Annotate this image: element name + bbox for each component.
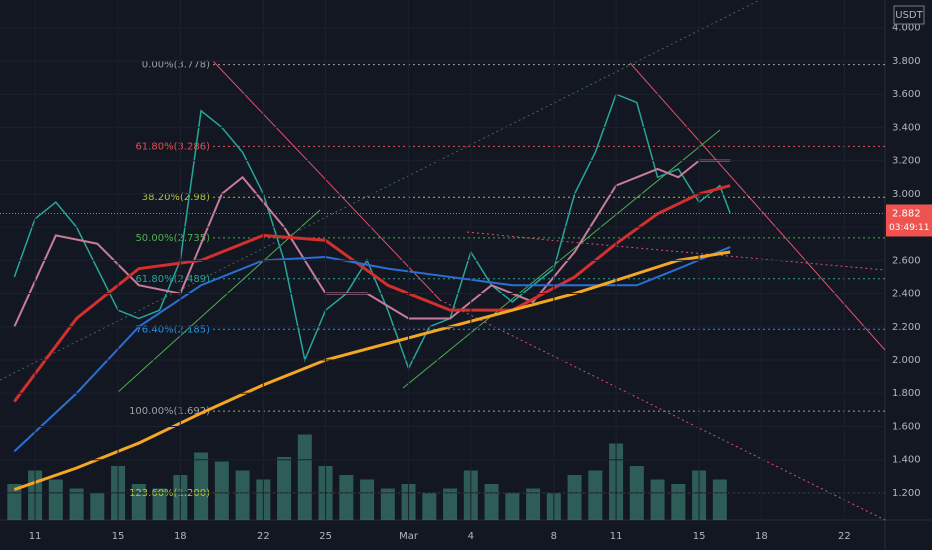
y-tick-label: 3.400 bbox=[892, 122, 921, 133]
x-tick-label: 18 bbox=[755, 531, 768, 542]
volume-bar bbox=[505, 493, 520, 520]
last-price-box bbox=[886, 204, 932, 237]
y-tick-label: 4.000 bbox=[892, 23, 921, 34]
volume-bar bbox=[443, 488, 458, 520]
volume-bar bbox=[69, 488, 84, 520]
fib-label: 100.00%(1.692) bbox=[129, 406, 210, 417]
countdown: 03:49:11 bbox=[889, 223, 929, 233]
last-price: 2.882 bbox=[892, 208, 921, 219]
volume-bar bbox=[360, 479, 375, 520]
fib-label: 61.80%(3.286) bbox=[135, 141, 210, 152]
x-tick-label: 8 bbox=[551, 531, 557, 542]
volume-bar bbox=[90, 493, 105, 520]
volume-bar bbox=[235, 470, 250, 520]
volume-bar bbox=[380, 488, 395, 520]
y-tick-label: 3.600 bbox=[892, 89, 921, 100]
x-tick-label: 22 bbox=[257, 531, 270, 542]
fib-label: 50.00%(2.735) bbox=[135, 233, 210, 244]
y-tick-label: 1.600 bbox=[892, 421, 921, 432]
x-tick-label: 18 bbox=[174, 531, 187, 542]
x-tick-label: 15 bbox=[693, 531, 706, 542]
volume-bar bbox=[650, 479, 665, 520]
volume-bar bbox=[712, 479, 727, 520]
y-tick-label: 1.200 bbox=[892, 488, 921, 499]
y-tick-label: 3.200 bbox=[892, 156, 921, 167]
y-tick-label: 3.800 bbox=[892, 56, 921, 67]
y-tick-label: 2.200 bbox=[892, 322, 921, 333]
volume-bar bbox=[277, 457, 292, 520]
volume-bar bbox=[152, 488, 167, 520]
fib-label: 38.20%(2.98) bbox=[142, 192, 210, 203]
currency: USDT bbox=[895, 10, 923, 21]
volume-bar bbox=[526, 488, 541, 520]
fib-label: 76.40%(2.185) bbox=[135, 324, 210, 335]
x-tick-label: 15 bbox=[112, 531, 125, 542]
volume-bar bbox=[588, 470, 603, 520]
y-tick-label: 1.400 bbox=[892, 455, 921, 466]
y-tick-label: 1.800 bbox=[892, 388, 921, 399]
y-tick-label: 2.000 bbox=[892, 355, 921, 366]
y-tick-label: 2.600 bbox=[892, 255, 921, 266]
volume-bar bbox=[484, 484, 499, 520]
volume-bar bbox=[297, 434, 312, 520]
x-tick-label: 11 bbox=[29, 531, 42, 542]
fib-label: 0.00%(3.778) bbox=[142, 60, 210, 71]
trend-line bbox=[0, 0, 761, 381]
volume-bar bbox=[567, 475, 582, 520]
y-tick-label: 2.400 bbox=[892, 289, 921, 300]
volume-bar bbox=[339, 475, 354, 520]
x-tick-label: 25 bbox=[319, 531, 332, 542]
volume-bar bbox=[194, 452, 209, 520]
volume-bar bbox=[214, 461, 229, 520]
x-tick-label: 11 bbox=[610, 531, 623, 542]
volume-bar bbox=[48, 479, 63, 520]
price-line bbox=[13, 93, 731, 371]
price-line bbox=[13, 250, 731, 492]
x-tick-label: 22 bbox=[838, 531, 851, 542]
trend-line bbox=[629, 62, 886, 351]
price-line bbox=[13, 184, 731, 403]
x-tick-label: 4 bbox=[468, 531, 474, 542]
volume-bar bbox=[671, 484, 686, 520]
trend-line bbox=[117, 209, 321, 393]
x-tick-label: Mar bbox=[399, 531, 419, 542]
volume-bar bbox=[422, 493, 437, 520]
y-tick-label: 3.000 bbox=[892, 189, 921, 200]
price-line bbox=[13, 159, 731, 328]
currency-box bbox=[893, 5, 925, 25]
